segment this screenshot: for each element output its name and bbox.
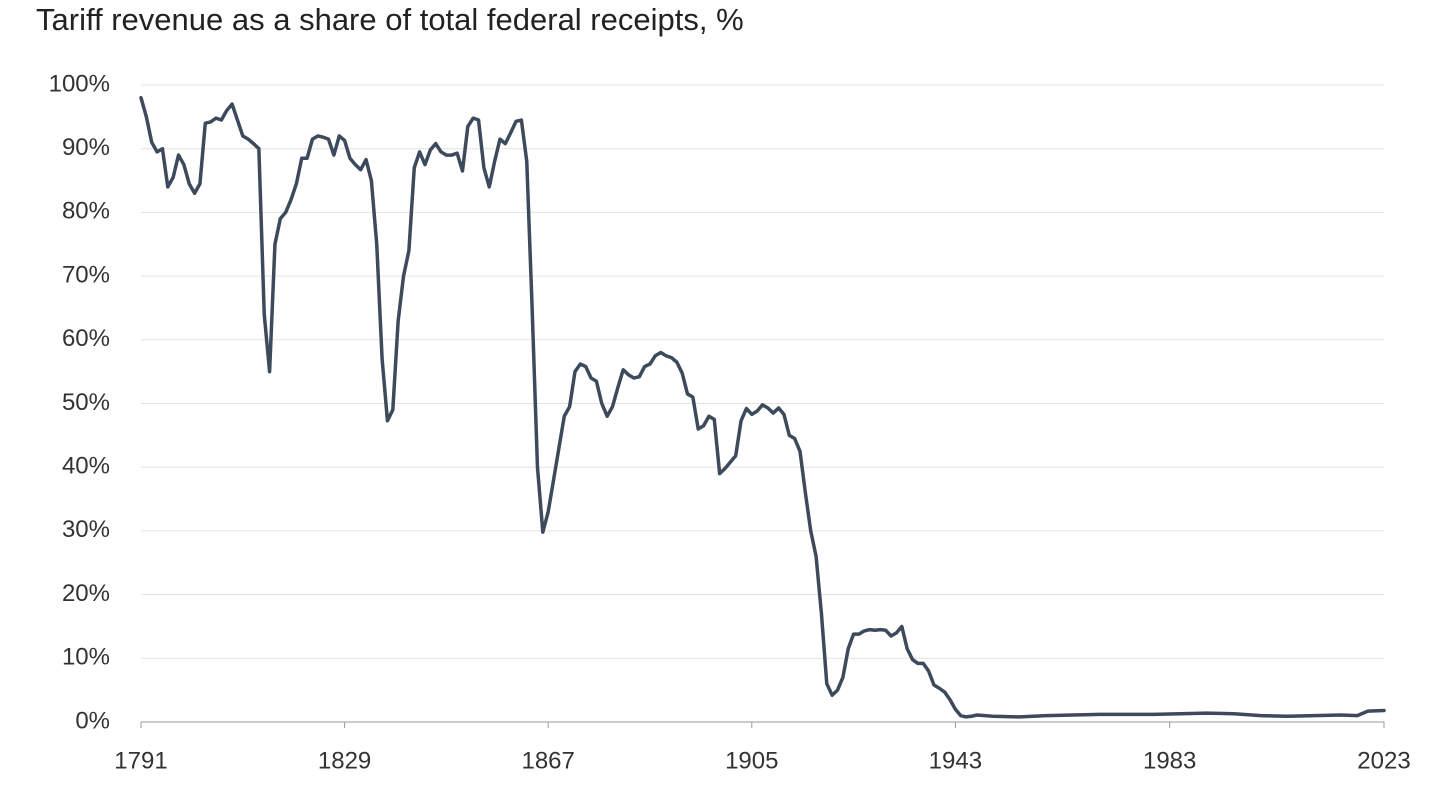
y-tick-label: 80% [62,198,110,225]
x-tick-label: 2023 [1357,747,1410,774]
y-tick-label: 10% [62,644,110,671]
line-series [139,95,1386,719]
y-tick-label: 20% [62,580,110,607]
x-tick-label: 1943 [929,747,982,774]
x-tick-label: 1829 [318,747,371,774]
chart-title: Tariff revenue as a share of total feder… [36,2,744,37]
y-tick-label: 70% [62,261,110,288]
x-tick-label: 1867 [521,747,574,774]
x-tick-label: 1983 [1143,747,1196,774]
x-tick-label: 1791 [114,747,167,774]
y-tick-label: 100% [49,70,110,97]
y-tick-label: 50% [62,389,110,416]
x-tick-label: 1905 [725,747,778,774]
y-tick-label: 40% [62,453,110,480]
y-tick-label: 60% [62,325,110,352]
y-tick-label: 0% [75,707,110,734]
y-tick-label: 90% [62,134,110,161]
y-tick-label: 30% [62,516,110,543]
